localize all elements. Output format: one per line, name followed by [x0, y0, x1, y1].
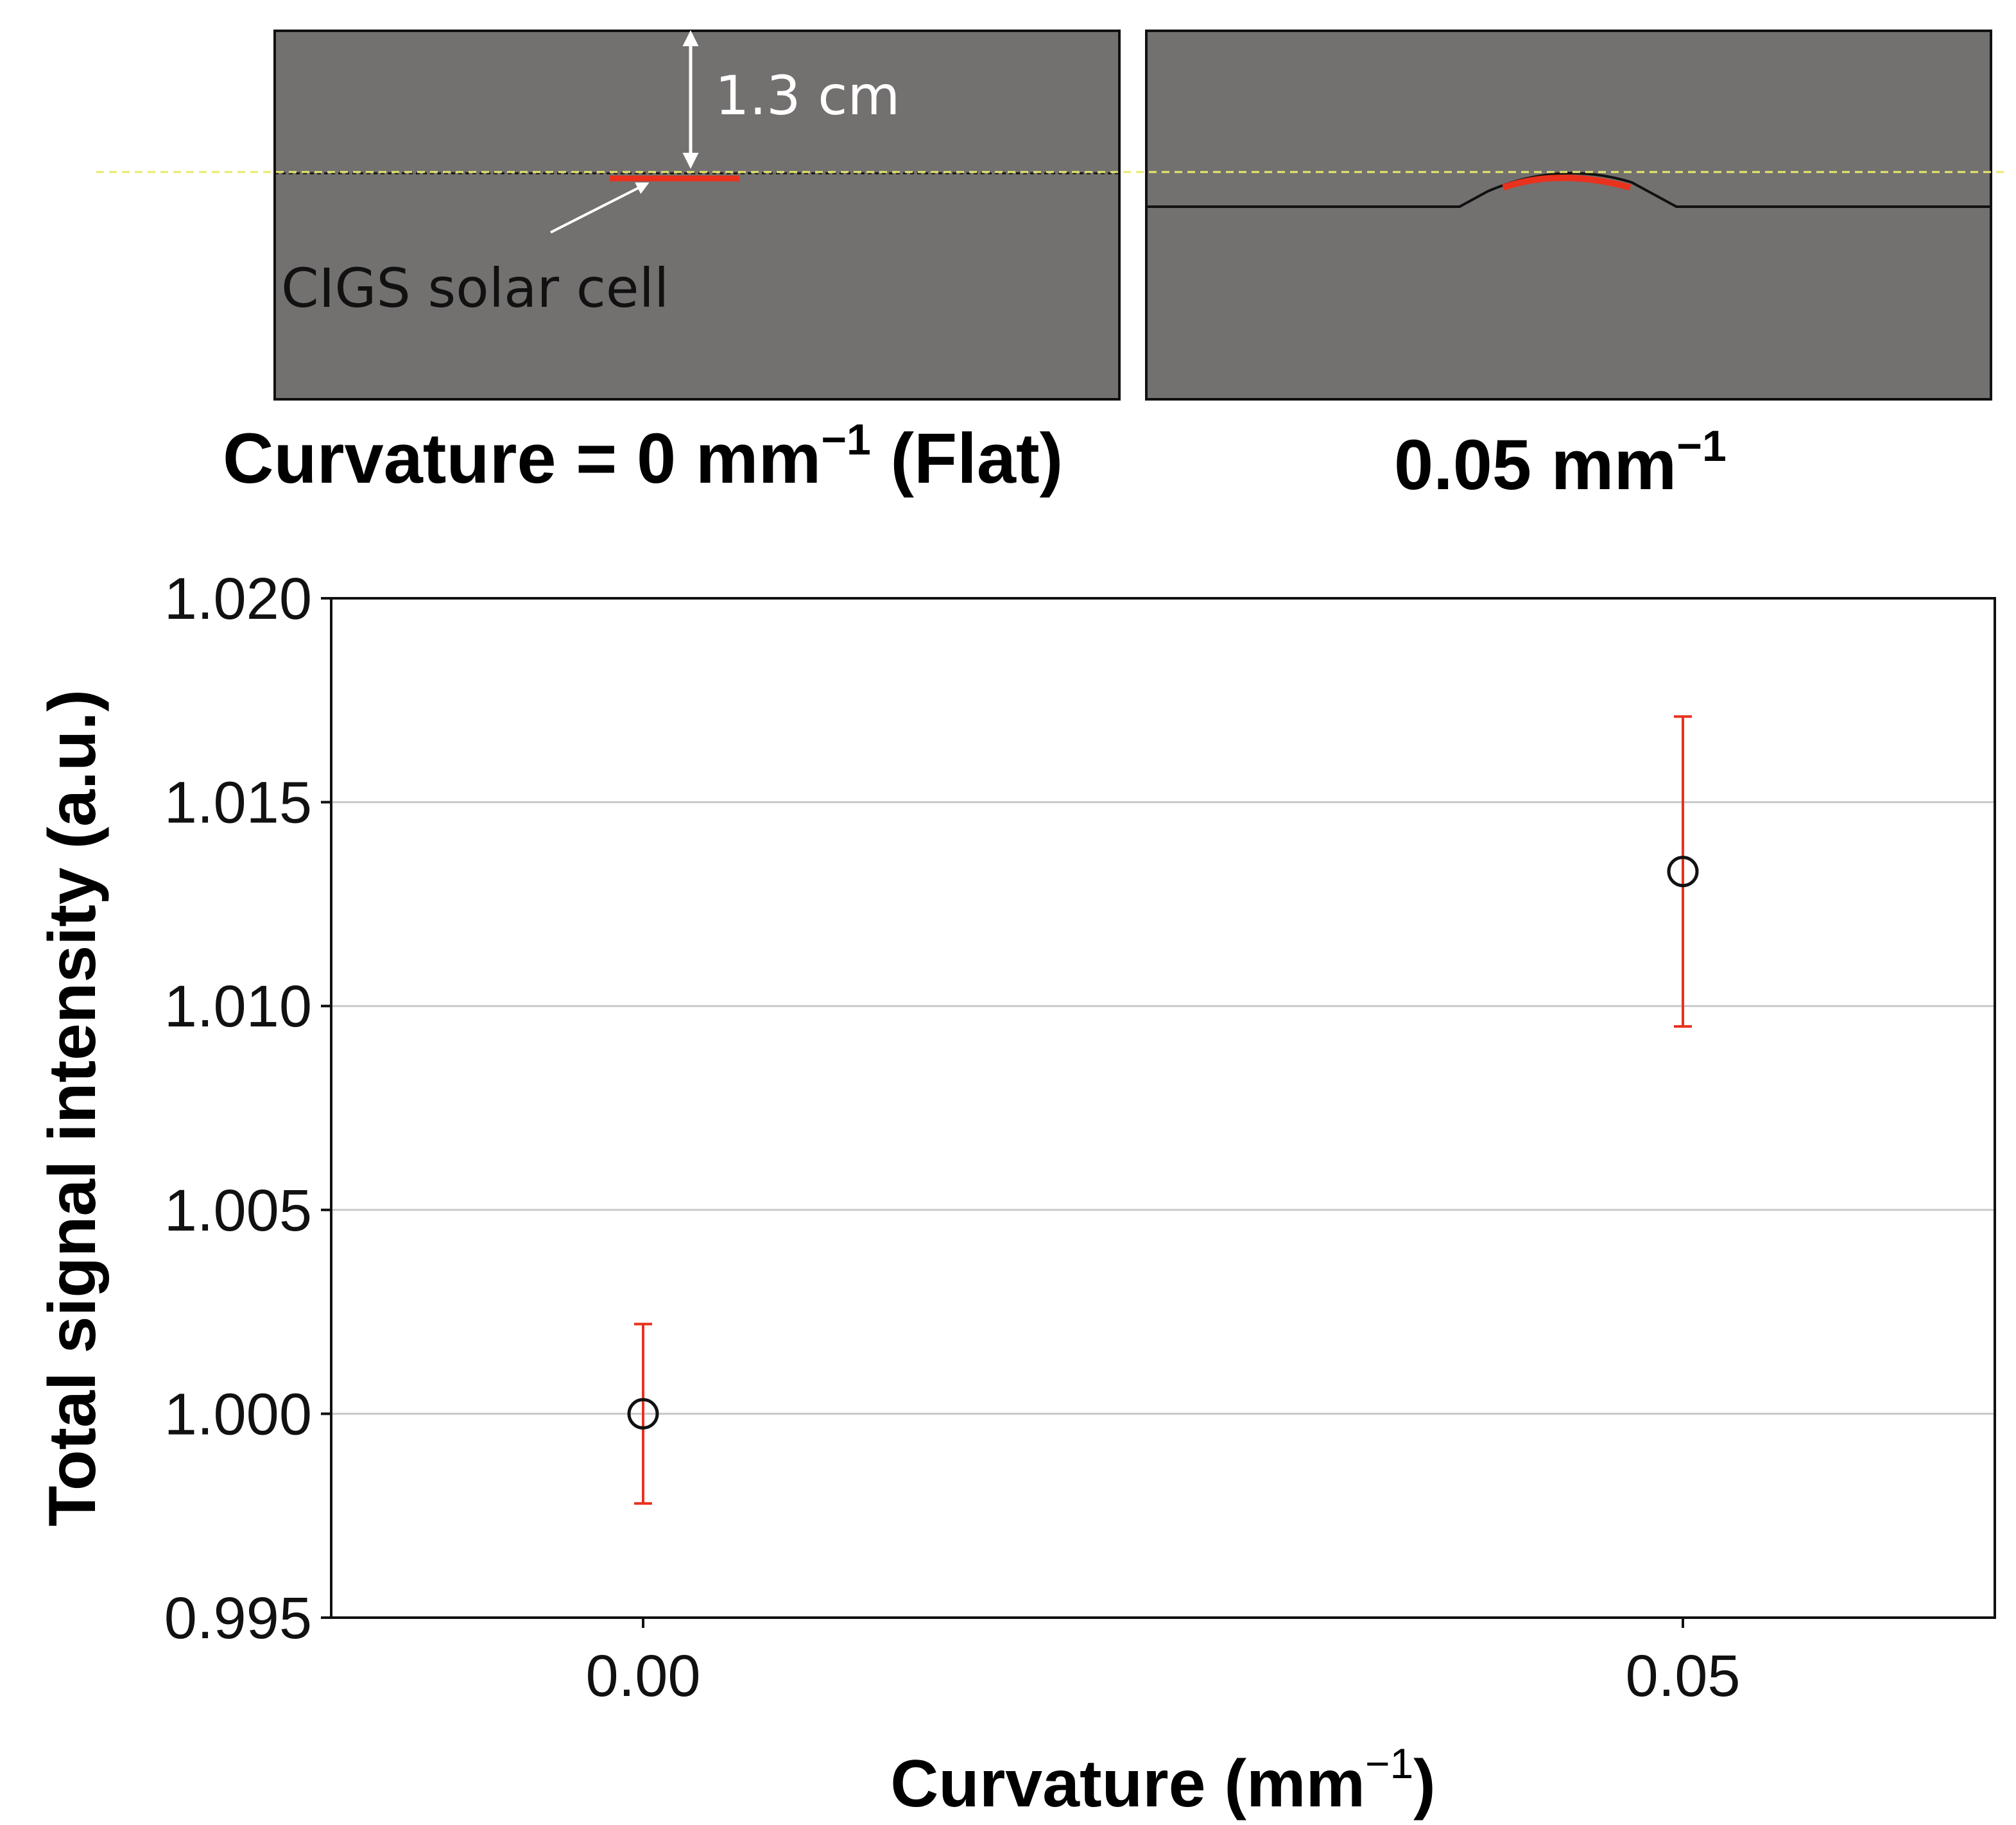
y-tick-label: 1.020 [164, 566, 312, 632]
y-axis-ticks: 0.995 1.000 1.005 1.010 1.015 1.020 [164, 566, 331, 1651]
x-tick-label: 0.00 [585, 1643, 700, 1709]
series [627, 715, 1699, 1505]
y-tick-label: 0.995 [164, 1586, 312, 1651]
curved-surface-line [1146, 171, 1991, 208]
data-point-group [1667, 715, 1699, 1028]
schematic-curved [1145, 30, 1992, 401]
caption-curved: 0.05 mm−1 [1394, 422, 1727, 505]
y-tick-label: 1.015 [164, 770, 312, 836]
data-point-marker [1667, 856, 1699, 888]
data-point-group [627, 1322, 659, 1505]
schematic-flat: 1.3 cm CIGS solar cell [273, 30, 1121, 401]
x-axis-ticks: 0.00 0.05 [585, 1618, 1741, 1709]
plot-frame [330, 597, 1996, 1619]
y-tick-label: 1.005 [164, 1178, 312, 1243]
grid-lines [331, 801, 1995, 1415]
y-axis-label: Total signal intensity (a.u.) [35, 689, 110, 1527]
y-tick-label: 1.000 [164, 1381, 312, 1447]
x-axis-label: Curvature (mm−1) [890, 1740, 1436, 1821]
y-tick-label: 1.010 [164, 974, 312, 1039]
flat-panel [273, 30, 1121, 401]
x-tick-label: 0.05 [1625, 1643, 1740, 1709]
cell-label: CIGS solar cell [281, 257, 669, 320]
cell-pointer-arrow [550, 182, 650, 234]
caption-flat: Curvature = 0 mm−1 (Flat) [223, 415, 1063, 498]
curved-solar-cell [1502, 175, 1632, 191]
curved-panel [1145, 30, 1992, 401]
data-point-marker [627, 1397, 659, 1430]
dimension-label: 1.3 cm [715, 64, 900, 127]
